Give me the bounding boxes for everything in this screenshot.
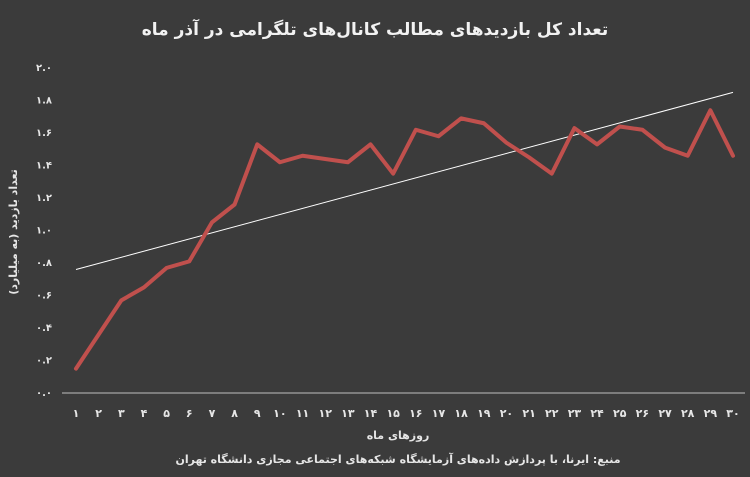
x-tick-label: ۲۷ (658, 407, 672, 420)
y-tick-label: ۱.۸ (36, 96, 52, 107)
x-tick-label: ۱۷ (432, 407, 446, 420)
x-tick-label: ۱۲ (318, 407, 332, 420)
y-tick-label: ۲.۰ (36, 63, 52, 74)
x-tick-label: ۲۹ (704, 407, 718, 420)
x-tick-label: ۱۳ (341, 407, 355, 420)
x-tick-label: ۲۴ (590, 407, 604, 420)
x-tick-label: ۱۵ (386, 407, 400, 420)
y-tick-label: ۰.۶ (36, 291, 52, 302)
x-tick-label: ۱۱ (296, 407, 309, 420)
x-tick-label: ۲۸ (681, 407, 695, 420)
x-tick-label: ۱۶ (409, 407, 422, 420)
y-tick-label: ۱.۴ (36, 161, 52, 172)
x-tick-label: ۲۵ (613, 407, 627, 420)
y-tick-label: ۰.۲ (36, 356, 52, 367)
x-tick-label: ۴ (141, 407, 148, 420)
y-axis-label: تعداد بازدید (به میلیارد) (7, 169, 20, 295)
x-tick-label: ۲۱ (522, 407, 535, 420)
y-tick-label: ۱.۰ (36, 226, 52, 237)
x-tick-label: ۷ (209, 407, 216, 420)
y-tick-label: ۱.۶ (36, 128, 52, 139)
x-tick-label: ۶ (186, 407, 193, 420)
x-tick-label: ۲ (95, 407, 102, 420)
data-line (74, 108, 735, 371)
y-tick-label: ۰.۸ (36, 258, 52, 269)
x-tick-label: ۳ (118, 407, 125, 420)
chart-title: تعداد کل بازدیدهای مطالب کانال‌های تلگرا… (142, 18, 609, 40)
x-tick-label: ۲۲ (545, 407, 559, 420)
x-tick-label: ۳۰ (726, 407, 739, 420)
x-axis-label: روزهای ماه (367, 429, 430, 442)
x-tick-label: ۱۹ (477, 407, 491, 420)
x-tick-label: ۱ (73, 407, 80, 420)
y-tick-label: ۰.۴ (36, 323, 52, 334)
x-tick-label: ۱۰ (273, 407, 286, 420)
x-tick-label: ۲۳ (568, 407, 582, 420)
x-tick-label: ۵ (163, 407, 170, 420)
y-tick-label: ۰.۰ (36, 388, 52, 399)
source: منبع: ایرنا، با پردازش داده‌های آزمایشگا… (175, 452, 620, 466)
x-tick-label: ۲۶ (636, 407, 649, 420)
x-tick-label: ۹ (254, 407, 261, 420)
x-tick-label: ۲۰ (500, 407, 513, 420)
trendline (75, 91, 734, 270)
x-tick-label: ۱۸ (454, 407, 468, 420)
x-tick-label: ۸ (231, 407, 238, 420)
y-tick-label: ۱.۲ (36, 193, 52, 204)
x-tick-label: ۱۴ (364, 407, 378, 420)
